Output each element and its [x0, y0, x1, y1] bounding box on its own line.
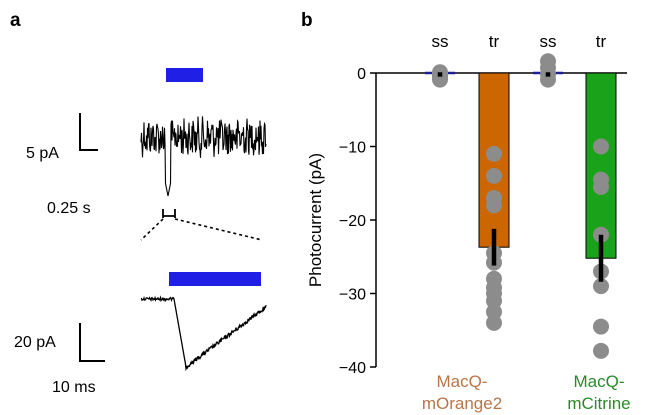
- category-label: ss: [432, 32, 449, 51]
- data-point: [486, 292, 502, 309]
- scale-top-amplitude: 5 pA: [26, 145, 59, 162]
- stimulus-bar-top: [166, 68, 203, 82]
- data-point: [486, 145, 502, 162]
- scale-bar-top: [79, 113, 98, 151]
- zoom-line-right: [174, 218, 263, 241]
- data-point: [486, 197, 502, 214]
- group-label-line2: mOrange2: [422, 394, 502, 413]
- y-tick-label: −10: [339, 140, 366, 157]
- trace-slow: [140, 116, 267, 197]
- group-label-line1: MacQ-: [574, 372, 625, 391]
- panel-b-label: b: [301, 10, 313, 31]
- scale-bottom-time: 10 ms: [52, 379, 96, 396]
- y-tick-label: 0: [357, 66, 366, 83]
- y-tick-label: −40: [339, 360, 366, 377]
- category-label: tr: [489, 32, 500, 51]
- data-point: [593, 278, 609, 295]
- data-point: [540, 71, 556, 88]
- data-point: [486, 167, 502, 184]
- photocurrent-bar-chart: 0 −10 −20 −30 −40 Photocurrent (pA) ss tr ss tr Ma…: [306, 32, 631, 413]
- data-point: [486, 303, 502, 320]
- category-label: ss: [540, 32, 557, 51]
- data-point: [593, 342, 609, 359]
- group-label-line1: MacQ-: [437, 372, 488, 391]
- panel-a-label: a: [10, 10, 21, 31]
- y-tick-label: −30: [339, 287, 366, 304]
- data-point: [593, 138, 609, 155]
- scale-bar-bottom: [79, 323, 105, 362]
- data-point: [593, 318, 609, 335]
- data-point: [486, 314, 502, 331]
- scale-top-time: 0.25 s: [47, 200, 91, 217]
- zoom-line-left: [140, 218, 164, 241]
- y-axis-label: Photocurrent (pA): [306, 153, 325, 287]
- y-tick-label: −20: [339, 213, 366, 230]
- group-label-line2: mCitrine: [567, 394, 630, 413]
- trace-fast: [140, 295, 267, 372]
- data-point: [593, 178, 609, 195]
- category-label: tr: [596, 32, 607, 51]
- stimulus-bar-bottom: [169, 272, 261, 286]
- zoom-bracket: [162, 209, 176, 218]
- scale-bottom-amplitude: 20 pA: [14, 334, 56, 351]
